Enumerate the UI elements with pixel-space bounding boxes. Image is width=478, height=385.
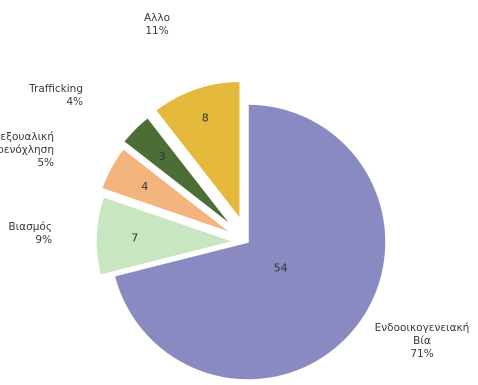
slice-1 [113,103,387,381]
slice-5 [154,80,241,222]
percent-label: 5% [37,157,54,169]
percent-label: 71% [410,348,433,360]
category-name: Βιασμός [8,221,52,233]
percent-label: 9% [35,234,52,246]
category-label-3: ΣεξουαλικήΠαρενόχληση5% [0,131,54,169]
pie-slices [95,80,387,381]
percent-label: 4% [66,96,83,108]
percent-label: 11% [145,25,168,37]
category-name: Ενδοοικογενειακή [375,322,470,334]
value-labels: 54 7 4 3 8 [131,111,287,274]
category-name: Παρενόχληση [0,144,54,156]
value-label-2: 7 [131,231,138,244]
category-name: Σεξουαλική [0,131,54,143]
value-label-1: 54 [274,261,288,274]
slice-4 [122,116,234,228]
value-label-5: 8 [202,111,209,124]
value-label-3: 4 [141,180,148,193]
slice-2 [95,195,237,277]
category-name: Αλλο [144,12,170,24]
slice-3 [100,147,233,235]
category-name: Trafficking [28,83,83,95]
value-label-4: 3 [159,150,166,163]
category-name: Βία [413,335,431,347]
